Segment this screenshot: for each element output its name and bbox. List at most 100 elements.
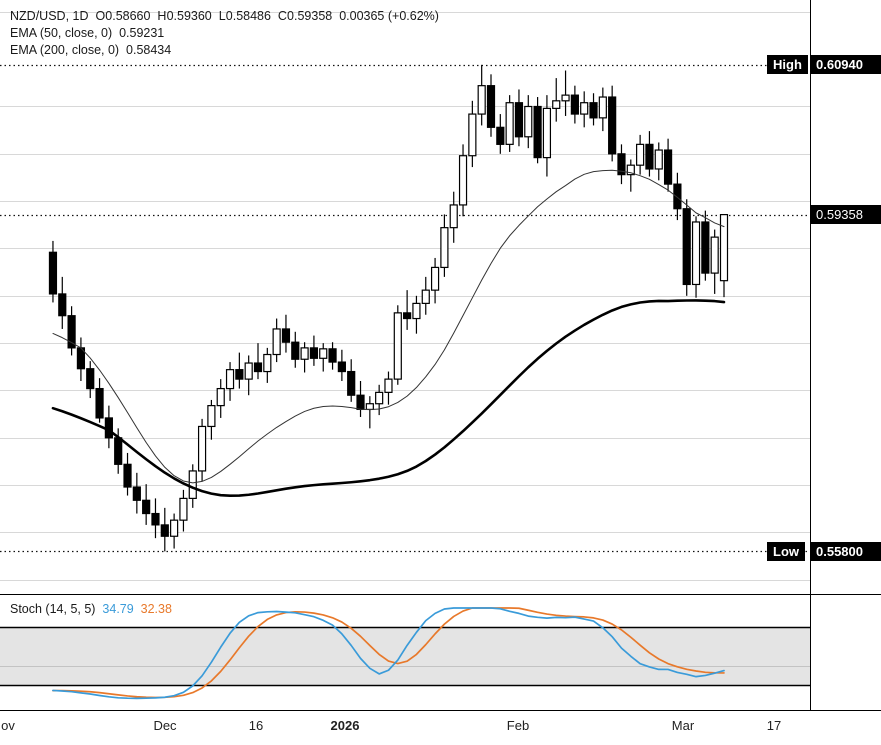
- candle-body[interactable]: [151, 512, 160, 526]
- candle-body[interactable]: [356, 394, 365, 411]
- time-axis-tick[interactable]: 2026: [330, 718, 360, 733]
- candle-body[interactable]: [701, 221, 710, 274]
- candle-body[interactable]: [682, 208, 691, 286]
- candle-body[interactable]: [412, 302, 421, 320]
- candle-body[interactable]: [328, 348, 337, 363]
- stoch-k-line[interactable]: [52, 607, 725, 700]
- candle-body[interactable]: [458, 155, 468, 206]
- candle-body[interactable]: [244, 362, 253, 380]
- chart-legend[interactable]: NZD/USD, 1D O0.58660 H0.59360 L0.58486 C…: [10, 8, 439, 59]
- candle-body[interactable]: [514, 102, 524, 138]
- marker-price-low[interactable]: 0.55800: [811, 541, 881, 561]
- marker-tag-high[interactable]: High: [767, 55, 808, 75]
- candle-body[interactable]: [403, 312, 412, 320]
- candle-body[interactable]: [608, 96, 617, 155]
- candle-body[interactable]: [440, 227, 449, 269]
- candle-body[interactable]: [580, 102, 589, 115]
- candle-body[interactable]: [253, 362, 263, 373]
- legend-ema200-line[interactable]: EMA (200, close, 0) 0.58434: [10, 42, 439, 59]
- candle-body[interactable]: [542, 107, 552, 159]
- candle-body[interactable]: [384, 378, 393, 393]
- candle-body[interactable]: [58, 293, 67, 317]
- time-axis-tick[interactable]: 17: [766, 718, 782, 733]
- candle-body[interactable]: [142, 499, 151, 515]
- candle-body[interactable]: [524, 105, 533, 138]
- candle-body[interactable]: [347, 370, 356, 396]
- candle-body[interactable]: [691, 221, 701, 286]
- candle-body[interactable]: [654, 149, 663, 170]
- legend-ema50-line[interactable]: EMA (50, close, 0) 0.59231: [10, 25, 439, 42]
- candle-body[interactable]: [272, 328, 281, 356]
- candle-body[interactable]: [421, 289, 430, 304]
- ema-50-line[interactable]: [52, 169, 725, 484]
- candle-body[interactable]: [496, 126, 505, 145]
- axis-divider: [810, 0, 811, 710]
- marker-tag-low[interactable]: Low: [767, 541, 805, 561]
- candle-body[interactable]: [188, 470, 197, 499]
- candle-body[interactable]: [561, 94, 570, 102]
- candle-body[interactable]: [197, 425, 207, 472]
- candle-body[interactable]: [393, 312, 402, 380]
- time-axis-tick[interactable]: Feb: [506, 718, 530, 733]
- candle-body[interactable]: [505, 102, 514, 145]
- candle-body[interactable]: [216, 387, 225, 407]
- candle-body[interactable]: [719, 214, 729, 282]
- candle-body[interactable]: [626, 164, 635, 176]
- candle-body[interactable]: [589, 102, 598, 119]
- legend-symbol[interactable]: NZD/USD: [10, 9, 66, 23]
- candle-body[interactable]: [309, 347, 319, 359]
- candle-body[interactable]: [235, 369, 244, 380]
- candle-body[interactable]: [430, 266, 440, 291]
- legend-low-label: L: [218, 9, 226, 23]
- time-axis-tick[interactable]: Mar: [671, 718, 695, 733]
- candle-body[interactable]: [95, 387, 104, 419]
- candle-body[interactable]: [636, 143, 645, 166]
- legend-interval[interactable]: 1D: [72, 9, 89, 23]
- candle-body[interactable]: [477, 85, 486, 115]
- candle-body[interactable]: [486, 85, 496, 128]
- time-axis-tick[interactable]: ov: [1, 718, 15, 733]
- candle-series[interactable]: [48, 64, 729, 552]
- candle-body[interactable]: [263, 353, 272, 373]
- candle-body[interactable]: [48, 251, 58, 295]
- candle-body[interactable]: [673, 183, 682, 210]
- legend-high-value: 0.59360: [166, 9, 212, 23]
- candle-body[interactable]: [552, 100, 561, 109]
- candle-body[interactable]: [291, 341, 300, 360]
- candle-body[interactable]: [598, 96, 607, 119]
- candle-body[interactable]: [281, 328, 291, 343]
- price-chart-pane[interactable]: [0, 0, 811, 594]
- candle-body[interactable]: [225, 369, 235, 390]
- marker-price-high[interactable]: 0.60940: [811, 55, 881, 75]
- ema-200-line[interactable]: [51, 299, 726, 498]
- time-axis-tick[interactable]: Dec: [153, 718, 177, 733]
- candle-body[interactable]: [170, 519, 179, 537]
- candle-body[interactable]: [67, 315, 76, 349]
- stochastic-pane[interactable]: [0, 595, 811, 710]
- candle-body[interactable]: [468, 113, 477, 157]
- time-axis-tick[interactable]: 16: [248, 718, 264, 733]
- candle-body[interactable]: [449, 204, 458, 229]
- candle-body[interactable]: [86, 368, 95, 390]
- last-price-tag[interactable]: 0.59358: [811, 205, 881, 225]
- candle-body[interactable]: [710, 236, 719, 274]
- candle-body[interactable]: [533, 105, 542, 159]
- candle-body[interactable]: [645, 143, 654, 170]
- candle-body[interactable]: [179, 497, 188, 521]
- candle-body[interactable]: [617, 153, 626, 176]
- candle-body[interactable]: [114, 437, 123, 465]
- candle-body[interactable]: [663, 149, 673, 185]
- candle-body[interactable]: [132, 486, 141, 501]
- candle-body[interactable]: [207, 405, 216, 428]
- price-axis[interactable]: 0.615000.605000.600000.595000.590000.585…: [810, 0, 881, 594]
- candle-body[interactable]: [160, 524, 169, 537]
- candle-body[interactable]: [337, 361, 346, 373]
- stochastic-axis[interactable]: 80.0040.00: [810, 595, 881, 710]
- candle-body[interactable]: [365, 403, 374, 411]
- candle-body[interactable]: [319, 348, 328, 359]
- candle-body[interactable]: [123, 463, 132, 488]
- stochastic-legend[interactable]: Stoch (14, 5, 5) 34.79 32.38: [10, 601, 172, 617]
- candle-body[interactable]: [375, 391, 384, 405]
- candle-body[interactable]: [300, 347, 309, 360]
- candle-body[interactable]: [570, 94, 579, 115]
